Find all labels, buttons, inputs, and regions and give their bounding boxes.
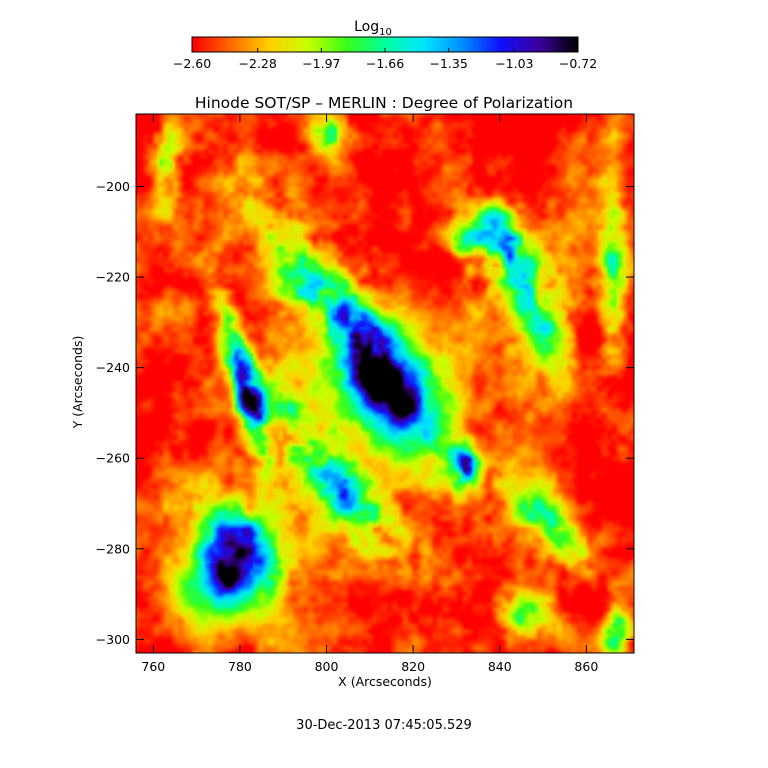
colorbar-tick-label: −1.97 — [302, 56, 340, 71]
plot-area: 760 780 800 820 840 860 −200−220−240−260−280−… — [96, 113, 635, 674]
colorbar-ticks: −2.60 −2.28 −1.97 −1.66 −1.35 −1.03 −0.72 — [173, 48, 597, 71]
y-axis: −200 −220 −240 −260 −280 −300 — [96, 179, 634, 647]
colorbar-tick-label: −2.60 — [173, 56, 211, 71]
colorbar-gradient — [192, 37, 578, 52]
y-tick-label: −240 — [96, 360, 130, 375]
y-tick-label: −300 — [96, 632, 130, 647]
chart-title: Hinode SOT/SP – MERLIN : Degree of Polar… — [195, 94, 573, 112]
colorbar-tick-label: −1.35 — [429, 56, 467, 71]
y-axis-label: Y (Arcseconds) — [70, 336, 85, 430]
x-tick-label: 840 — [488, 659, 512, 674]
timestamp: 30-Dec-2013 07:45:05.529 — [296, 718, 472, 733]
y-tick-label: −200 — [96, 179, 130, 194]
y-tick-label: −280 — [96, 541, 130, 556]
plot-frame — [135, 113, 635, 654]
colorbar-title: Log10 — [354, 19, 392, 38]
x-tick-label: 780 — [228, 659, 252, 674]
colorbar-tick-label: −2.28 — [239, 56, 277, 71]
y-tick-label: −220 — [96, 270, 130, 285]
x-tick-label: 800 — [315, 659, 339, 674]
x-axis-label: X (Arcseconds) — [338, 674, 432, 689]
x-axis: 760 780 800 820 840 860 — [141, 114, 598, 674]
colorbar: Log10 −2.60 −2.28 −1.97 −1.66 −1.35 −1.03 −0.7… — [173, 19, 597, 71]
colorbar-tick-label: −1.03 — [495, 56, 533, 71]
colorbar-tick-label: −0.72 — [559, 56, 597, 71]
y-tick-label: −260 — [96, 451, 130, 466]
x-tick-label: 860 — [574, 659, 598, 674]
colorbar-tick-label: −1.66 — [366, 56, 404, 71]
heatmap-image — [136, 114, 634, 653]
x-tick-label: 820 — [401, 659, 425, 674]
x-tick-label: 760 — [141, 659, 165, 674]
